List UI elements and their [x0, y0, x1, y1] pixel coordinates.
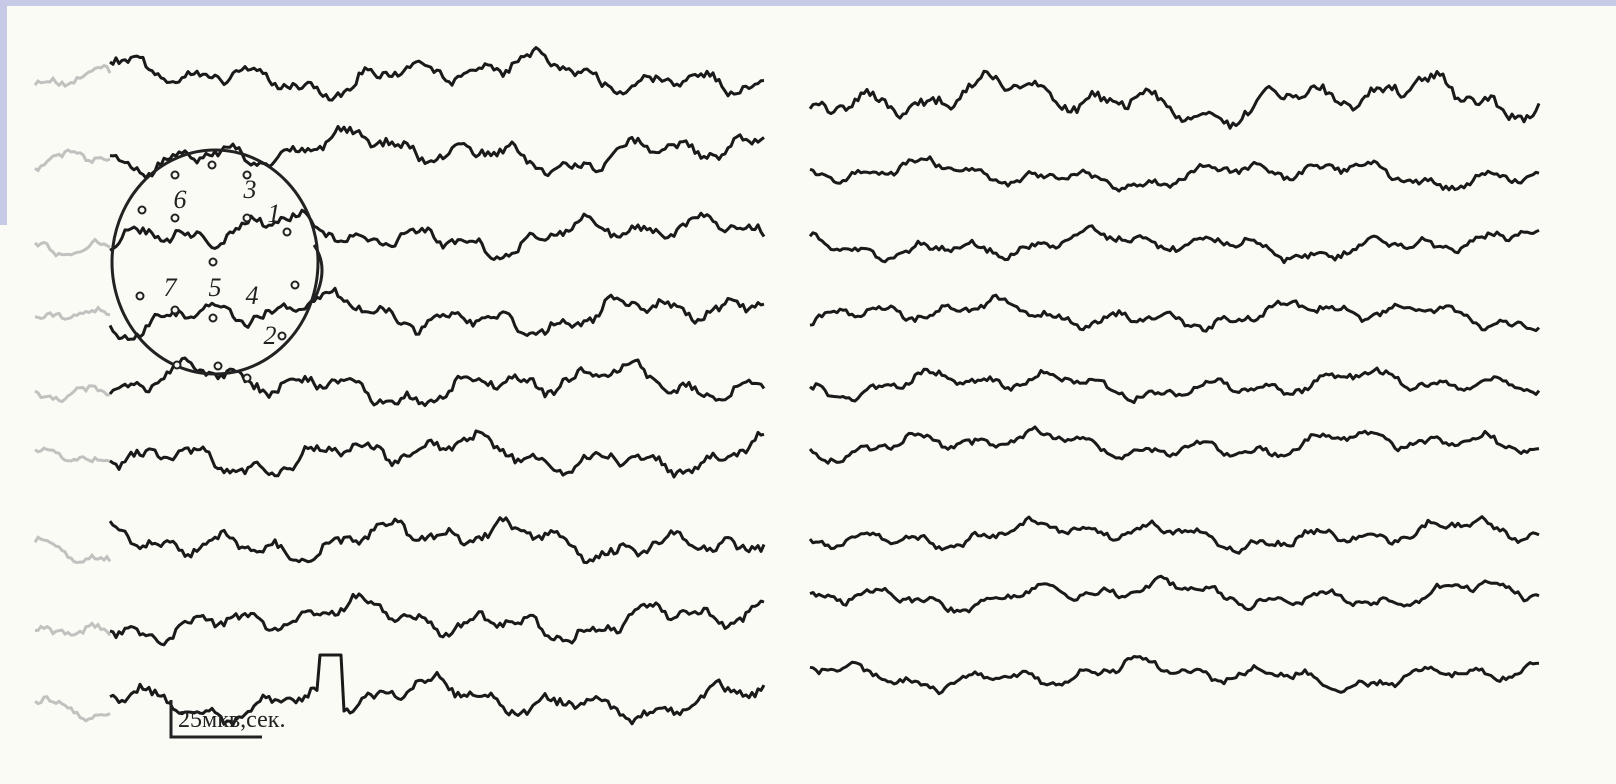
paper [0, 0, 1616, 784]
electrode-label: 6 [174, 185, 187, 214]
electrode-label: 5 [209, 273, 222, 302]
top-border [0, 0, 1616, 6]
electrode-label: 3 [243, 175, 257, 204]
page: 1 2 3 4 5 6 7 25мкв,сек. (() => { const … [0, 0, 1616, 784]
electrode-label: 7 [164, 273, 178, 302]
eeg-figure: 1 2 3 4 5 6 7 25мкв,сек. [0, 0, 1616, 784]
electrode-label: 1 [268, 199, 281, 228]
electrode-label: 4 [246, 281, 259, 310]
scale-label: 25мкв,сек. [178, 707, 285, 733]
left-border [0, 0, 7, 225]
electrode-label: 2 [264, 321, 277, 350]
